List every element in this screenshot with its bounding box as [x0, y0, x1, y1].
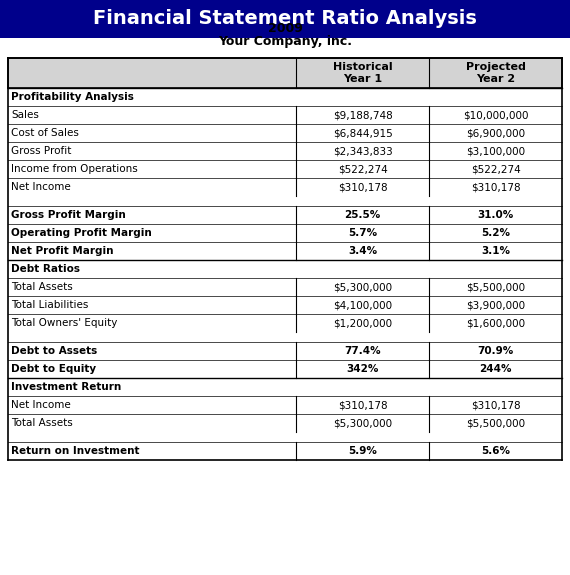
- Bar: [8, 260, 562, 278]
- Text: Net Profit Margin: Net Profit Margin: [11, 246, 113, 256]
- Bar: [8, 342, 562, 360]
- Text: $4,100,000: $4,100,000: [333, 300, 392, 310]
- Bar: [8, 178, 562, 196]
- Bar: [8, 296, 562, 314]
- Text: Net Income: Net Income: [11, 400, 71, 410]
- Bar: [8, 396, 562, 414]
- Text: $522,274: $522,274: [337, 164, 388, 174]
- Bar: [8, 242, 562, 260]
- Text: $310,178: $310,178: [471, 182, 520, 192]
- Text: 25.5%: 25.5%: [344, 210, 381, 220]
- Bar: [8, 88, 562, 106]
- Bar: [8, 124, 562, 142]
- Bar: [8, 224, 562, 242]
- Text: 342%: 342%: [347, 364, 378, 374]
- Text: 3.1%: 3.1%: [481, 246, 510, 256]
- Text: Sales: Sales: [11, 110, 39, 120]
- Text: 77.4%: 77.4%: [344, 346, 381, 356]
- Text: 244%: 244%: [479, 364, 512, 374]
- Bar: [0, 0, 570, 38]
- Text: Historical
Year 1: Historical Year 1: [333, 62, 392, 84]
- Bar: [8, 378, 562, 396]
- Text: Projected
Year 2: Projected Year 2: [466, 62, 526, 84]
- Bar: [8, 160, 562, 178]
- Text: 5.2%: 5.2%: [481, 228, 510, 238]
- Text: $522,274: $522,274: [471, 164, 520, 174]
- Text: 31.0%: 31.0%: [478, 210, 514, 220]
- Bar: [8, 206, 562, 224]
- Text: Operating Profit Margin: Operating Profit Margin: [11, 228, 152, 238]
- Text: Total Owners' Equity: Total Owners' Equity: [11, 318, 117, 328]
- Text: $310,178: $310,178: [338, 400, 388, 410]
- Text: $5,300,000: $5,300,000: [333, 418, 392, 428]
- Text: Profitability Analysis: Profitability Analysis: [11, 92, 134, 102]
- Text: Your Company, inc.: Your Company, inc.: [218, 36, 352, 48]
- Text: Net Income: Net Income: [11, 182, 71, 192]
- Text: $10,000,000: $10,000,000: [463, 110, 528, 120]
- Text: $9,188,748: $9,188,748: [333, 110, 392, 120]
- Text: Cost of Sales: Cost of Sales: [11, 128, 79, 138]
- Text: 5.9%: 5.9%: [348, 446, 377, 456]
- Text: Debt Ratios: Debt Ratios: [11, 264, 80, 274]
- Text: $2,343,833: $2,343,833: [333, 146, 392, 156]
- Bar: [8, 278, 562, 296]
- Text: 5.6%: 5.6%: [481, 446, 510, 456]
- Text: $5,500,000: $5,500,000: [466, 282, 525, 292]
- Text: $310,178: $310,178: [471, 400, 520, 410]
- Text: $6,844,915: $6,844,915: [333, 128, 392, 138]
- Bar: [8, 106, 562, 124]
- Text: $1,200,000: $1,200,000: [333, 318, 392, 328]
- Text: Gross Profit: Gross Profit: [11, 146, 71, 156]
- Text: $6,900,000: $6,900,000: [466, 128, 525, 138]
- Bar: [8, 58, 562, 88]
- Text: 5.7%: 5.7%: [348, 228, 377, 238]
- Text: Total Assets: Total Assets: [11, 282, 73, 292]
- Text: Total Assets: Total Assets: [11, 418, 73, 428]
- Text: $5,300,000: $5,300,000: [333, 282, 392, 292]
- Text: Debt to Assets: Debt to Assets: [11, 346, 97, 356]
- Text: $310,178: $310,178: [338, 182, 388, 192]
- Bar: [8, 142, 562, 160]
- Bar: [8, 360, 562, 378]
- Bar: [8, 414, 562, 432]
- Text: 70.9%: 70.9%: [478, 346, 514, 356]
- Text: Investment Return: Investment Return: [11, 382, 121, 392]
- Text: Total Liabilities: Total Liabilities: [11, 300, 88, 310]
- Text: $5,500,000: $5,500,000: [466, 418, 525, 428]
- Text: $1,600,000: $1,600,000: [466, 318, 525, 328]
- Text: Income from Operations: Income from Operations: [11, 164, 138, 174]
- Bar: [8, 314, 562, 332]
- Text: $3,100,000: $3,100,000: [466, 146, 525, 156]
- Text: 2009: 2009: [267, 21, 303, 34]
- Text: $3,900,000: $3,900,000: [466, 300, 525, 310]
- Text: Gross Profit Margin: Gross Profit Margin: [11, 210, 126, 220]
- Text: Financial Statement Ratio Analysis: Financial Statement Ratio Analysis: [93, 10, 477, 29]
- Bar: [8, 442, 562, 460]
- Text: Return on Investment: Return on Investment: [11, 446, 140, 456]
- Text: Debt to Equity: Debt to Equity: [11, 364, 96, 374]
- Text: 3.4%: 3.4%: [348, 246, 377, 256]
